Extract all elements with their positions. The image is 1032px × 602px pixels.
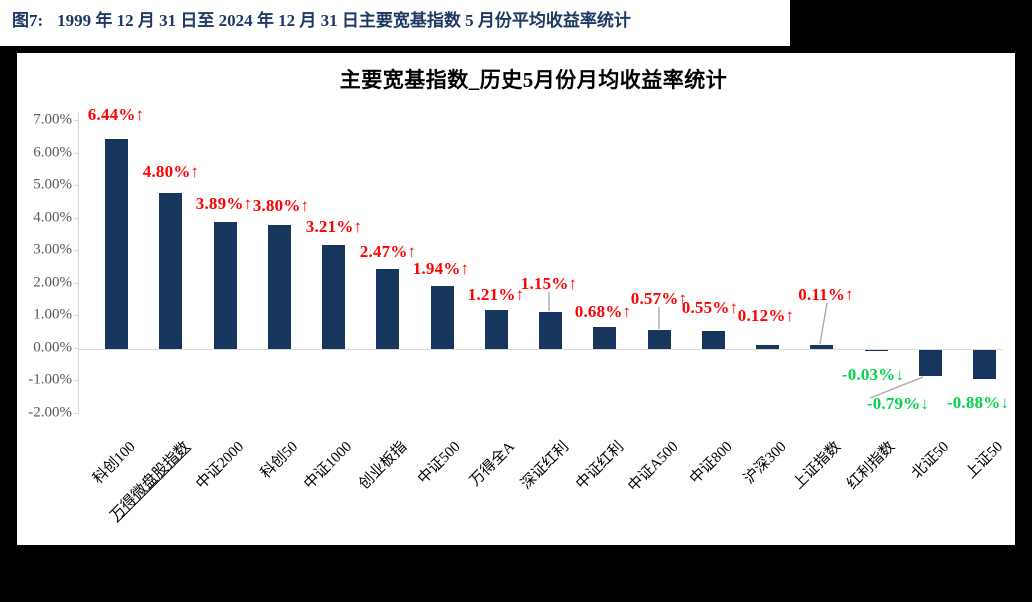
bar [213, 222, 237, 349]
chart-title: 主要宽基指数_历史5月份月均收益率统计 [339, 68, 728, 92]
x-axis-category-label: 上证50 [963, 438, 1007, 482]
x-axis-category-label: 中证500 [415, 438, 465, 488]
y-tick-label: 4.00% [33, 209, 72, 226]
bar-value-label: 1.15%↑ [520, 274, 578, 293]
bar-value-label: 0.12%↑ [737, 306, 795, 325]
bar-value-label: 0.68%↑ [574, 302, 632, 321]
y-tick-label: 1.00% [33, 306, 72, 323]
x-axis-category-label: 红利指数 [844, 438, 899, 493]
y-tick-mark [74, 120, 79, 121]
bar [593, 327, 617, 349]
x-axis-category-label: 中证1000 [301, 438, 356, 493]
bar [484, 310, 508, 349]
bar-value-label: 1.94%↑ [412, 259, 470, 278]
bar [918, 350, 942, 376]
y-tick-label: 7.00% [33, 111, 72, 128]
x-axis-category-label: 上证指数 [790, 438, 844, 493]
x-axis-category-label: 中证A500 [625, 438, 682, 495]
bar [810, 345, 834, 349]
y-tick-label: -2.00% [28, 404, 72, 421]
y-tick-label: 2.00% [33, 274, 72, 291]
chart-panel: 主要宽基指数_历史5月份月均收益率统计 7.00% 6.00% 5.00% 4.00%… [17, 53, 1015, 545]
bar-value-label: 3.89%↑ [195, 194, 253, 213]
x-axis-category-label: 北证50 [909, 438, 953, 482]
y-tick-mark [74, 283, 79, 284]
x-axis-category-label: 沪深300 [741, 438, 790, 488]
y-tick-mark [74, 380, 79, 381]
zero-axis-line [78, 349, 1003, 350]
x-axis-category-label: 中证800 [686, 438, 736, 488]
bar-value-label: 1.21%↑ [467, 285, 525, 304]
y-tick-mark [74, 315, 79, 316]
y-tick-mark [74, 153, 79, 154]
y-tick-label: 6.00% [33, 144, 72, 161]
bar-value-label: 0.55%↑ [681, 298, 739, 317]
x-axis-category-label: 深证红利 [518, 438, 573, 493]
y-tick-label: -1.00% [28, 371, 72, 388]
bar-value-label: 3.21%↑ [305, 217, 363, 236]
bar-value-label: 3.80%↑ [252, 196, 310, 215]
y-tick-mark [74, 250, 79, 251]
bar [267, 225, 291, 349]
bar-value-label: 2.47%↑ [359, 242, 417, 261]
y-axis-line [78, 112, 79, 414]
bar-value-label: -0.03%↓ [841, 365, 905, 384]
bar [864, 350, 888, 351]
figure-number: 图7: [12, 11, 44, 30]
bar [430, 286, 454, 349]
figure-caption-text: 1999 年 12 月 31 日至 2024 年 12 月 31 日主要宽基指数… [57, 11, 631, 30]
bar-value-label: 6.44%↑ [87, 105, 145, 124]
bar [159, 193, 183, 349]
y-tick-label: 5.00% [33, 176, 72, 193]
x-axis-category-label: 中证2000 [193, 438, 248, 493]
bar [756, 345, 779, 349]
bar [105, 139, 128, 349]
x-axis-category-label: 中证红利 [573, 438, 627, 493]
bar [376, 269, 400, 349]
x-axis-category-label: 万得全A [467, 438, 519, 490]
y-tick-mark [74, 185, 79, 186]
figure-caption: 图7: 1999 年 12 月 31 日至 2024 年 12 月 31 日主要宽… [12, 0, 631, 46]
bar-value-label: -0.79%↓ [866, 394, 930, 413]
x-axis-category-label: 创业板指 [356, 438, 410, 493]
bar [701, 331, 725, 349]
x-axis-category-label: 科创100 [90, 438, 139, 488]
bar [647, 330, 671, 349]
bar-value-label: 4.80%↑ [142, 162, 200, 181]
leader-line [819, 302, 828, 345]
y-tick-label: 0.00% [33, 339, 72, 356]
bar-value-label: -0.88%↓ [946, 393, 1010, 412]
bar-value-label: 0.57%↑ [630, 289, 688, 308]
y-tick-mark [74, 413, 79, 414]
y-tick-mark [74, 218, 79, 219]
bar [973, 350, 996, 379]
y-tick-mark [74, 348, 79, 349]
x-axis-category-label: 科创50 [258, 438, 302, 482]
bar-value-label: 0.11%↑ [798, 285, 854, 304]
figure-caption-bar: 图7: 1999 年 12 月 31 日至 2024 年 12 月 31 日主要宽… [0, 0, 790, 46]
bar [539, 312, 562, 349]
bar [322, 245, 345, 349]
y-tick-label: 3.00% [33, 241, 72, 258]
